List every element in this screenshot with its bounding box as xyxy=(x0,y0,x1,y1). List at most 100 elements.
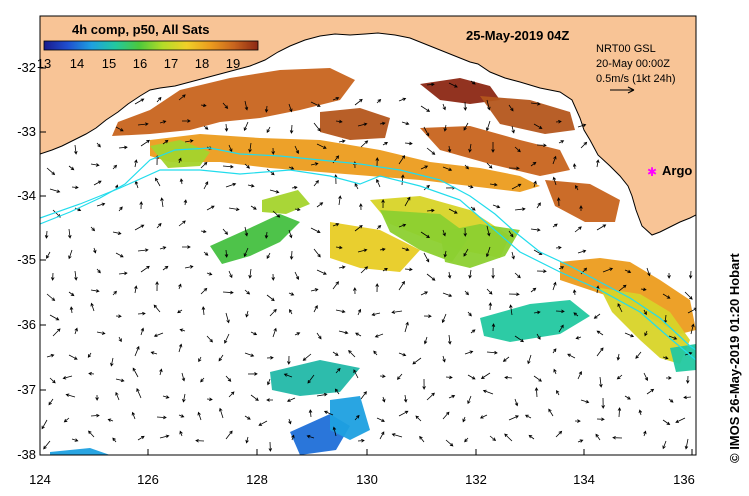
current-vector-arrow xyxy=(420,105,431,112)
current-vector-arrow xyxy=(420,291,429,296)
current-vector-arrow xyxy=(374,333,384,338)
current-vector-arrow xyxy=(245,436,249,444)
current-vector-arrow xyxy=(307,374,315,384)
current-vector-arrow xyxy=(596,330,604,336)
current-vector-arrow xyxy=(348,350,356,358)
current-vector-arrow xyxy=(160,197,164,208)
current-vector-arrow xyxy=(662,440,667,450)
current-vector-arrow xyxy=(415,415,422,422)
current-vector-arrow xyxy=(398,155,406,165)
current-vector-arrow xyxy=(140,327,145,336)
current-vector-arrow xyxy=(90,163,100,167)
colorbar-tick-label: 19 xyxy=(226,56,240,71)
current-vector-arrow xyxy=(577,439,584,443)
current-vector-arrow xyxy=(617,303,623,313)
lon-tick-label: 126 xyxy=(137,472,159,487)
current-vector-arrow xyxy=(666,376,672,380)
land-area xyxy=(40,16,696,235)
current-vector-arrow xyxy=(448,82,458,88)
legend-arrow-icon xyxy=(627,86,635,94)
current-vector-arrow xyxy=(442,166,453,171)
current-vector-arrow xyxy=(118,145,128,150)
current-vector-arrow xyxy=(552,348,557,354)
current-vector-arrow xyxy=(575,336,582,340)
sst-patch-green-coastal-west xyxy=(150,140,210,168)
current-vector-arrow xyxy=(426,147,436,155)
current-vector-arrow xyxy=(112,164,118,170)
credit-text: © IMOS 26-May-2019 01:20 Hobart xyxy=(727,253,742,463)
current-vector-arrow xyxy=(184,265,194,269)
current-vector-arrow xyxy=(646,388,655,395)
current-vector-arrow xyxy=(222,164,234,169)
current-vector-arrow xyxy=(222,290,234,295)
current-vector-arrow xyxy=(467,185,474,189)
current-vector-arrow xyxy=(509,304,513,316)
current-vector-arrow xyxy=(527,354,532,365)
current-vector-arrow xyxy=(334,388,340,395)
current-vector-arrow xyxy=(162,265,169,271)
current-vector-arrow xyxy=(139,201,143,210)
current-vector-arrow xyxy=(112,231,122,235)
current-vector-arrow xyxy=(467,311,472,317)
current-vector-arrow xyxy=(530,228,541,232)
current-vector-arrow xyxy=(224,249,229,258)
current-vector-arrow xyxy=(267,378,271,386)
current-vector-arrow xyxy=(596,347,604,357)
current-vector-arrow xyxy=(379,374,386,378)
current-vector-arrow xyxy=(156,96,162,103)
current-vector-arrow xyxy=(178,94,186,101)
current-vector-arrow xyxy=(310,101,321,107)
current-vector-arrow xyxy=(643,309,647,316)
current-vector-arrow xyxy=(206,205,215,211)
current-vector-arrow xyxy=(533,375,542,382)
current-vector-arrow xyxy=(376,225,382,230)
current-vector-arrow xyxy=(46,251,51,259)
current-vector-arrow xyxy=(271,147,275,155)
current-vector-arrow xyxy=(382,267,388,272)
current-vector-arrow xyxy=(222,102,229,109)
current-vector-arrow xyxy=(272,327,277,338)
current-vector-arrow xyxy=(288,292,295,296)
current-vector-arrow xyxy=(159,246,167,250)
current-vector-arrow xyxy=(244,163,251,169)
current-vector-arrow xyxy=(463,248,469,257)
current-vector-arrow xyxy=(162,139,169,145)
sst-patch-deep-red xyxy=(420,78,500,104)
sst-contour-line xyxy=(40,147,696,351)
current-vector-arrow xyxy=(131,411,136,420)
current-vector-arrow xyxy=(373,350,378,356)
current-vector-arrow xyxy=(504,375,513,380)
current-vector-arrow xyxy=(442,103,446,111)
current-vector-arrow xyxy=(96,268,101,274)
current-vector-arrow xyxy=(530,101,541,106)
current-vector-arrow xyxy=(480,372,491,379)
current-vector-arrow xyxy=(558,324,564,333)
current-vector-arrow xyxy=(508,104,514,112)
current-vector-arrow xyxy=(464,290,469,296)
current-vector-arrow xyxy=(96,142,101,148)
current-vector-arrow xyxy=(332,97,340,101)
current-vector-arrow xyxy=(335,245,343,250)
current-vector-arrow xyxy=(574,419,581,423)
current-vector-arrow xyxy=(294,332,301,336)
current-vector-arrow xyxy=(115,126,124,132)
sst-patch-warm-north xyxy=(112,68,355,136)
current-vector-arrow xyxy=(463,101,468,111)
current-vector-arrow xyxy=(203,251,209,256)
current-vector-arrow xyxy=(159,368,163,376)
legend-time: 20-May 00:00Z xyxy=(596,58,670,70)
current-vector-arrow xyxy=(552,155,557,165)
current-vector-arrow xyxy=(272,210,281,218)
current-vector-arrow xyxy=(379,247,386,252)
current-vector-arrow xyxy=(420,165,429,170)
current-vector-arrow xyxy=(288,103,293,113)
current-vector-arrow xyxy=(156,222,162,229)
lon-tick-label: 130 xyxy=(356,472,378,487)
current-vector-arrow xyxy=(485,246,491,258)
current-vector-arrow xyxy=(376,178,381,188)
current-vector-arrow xyxy=(572,163,577,170)
current-vector-arrow xyxy=(225,375,232,382)
current-vector-arrow xyxy=(266,294,275,302)
current-vector-arrow xyxy=(250,331,258,336)
sst-patch-brown-mid xyxy=(320,108,390,140)
